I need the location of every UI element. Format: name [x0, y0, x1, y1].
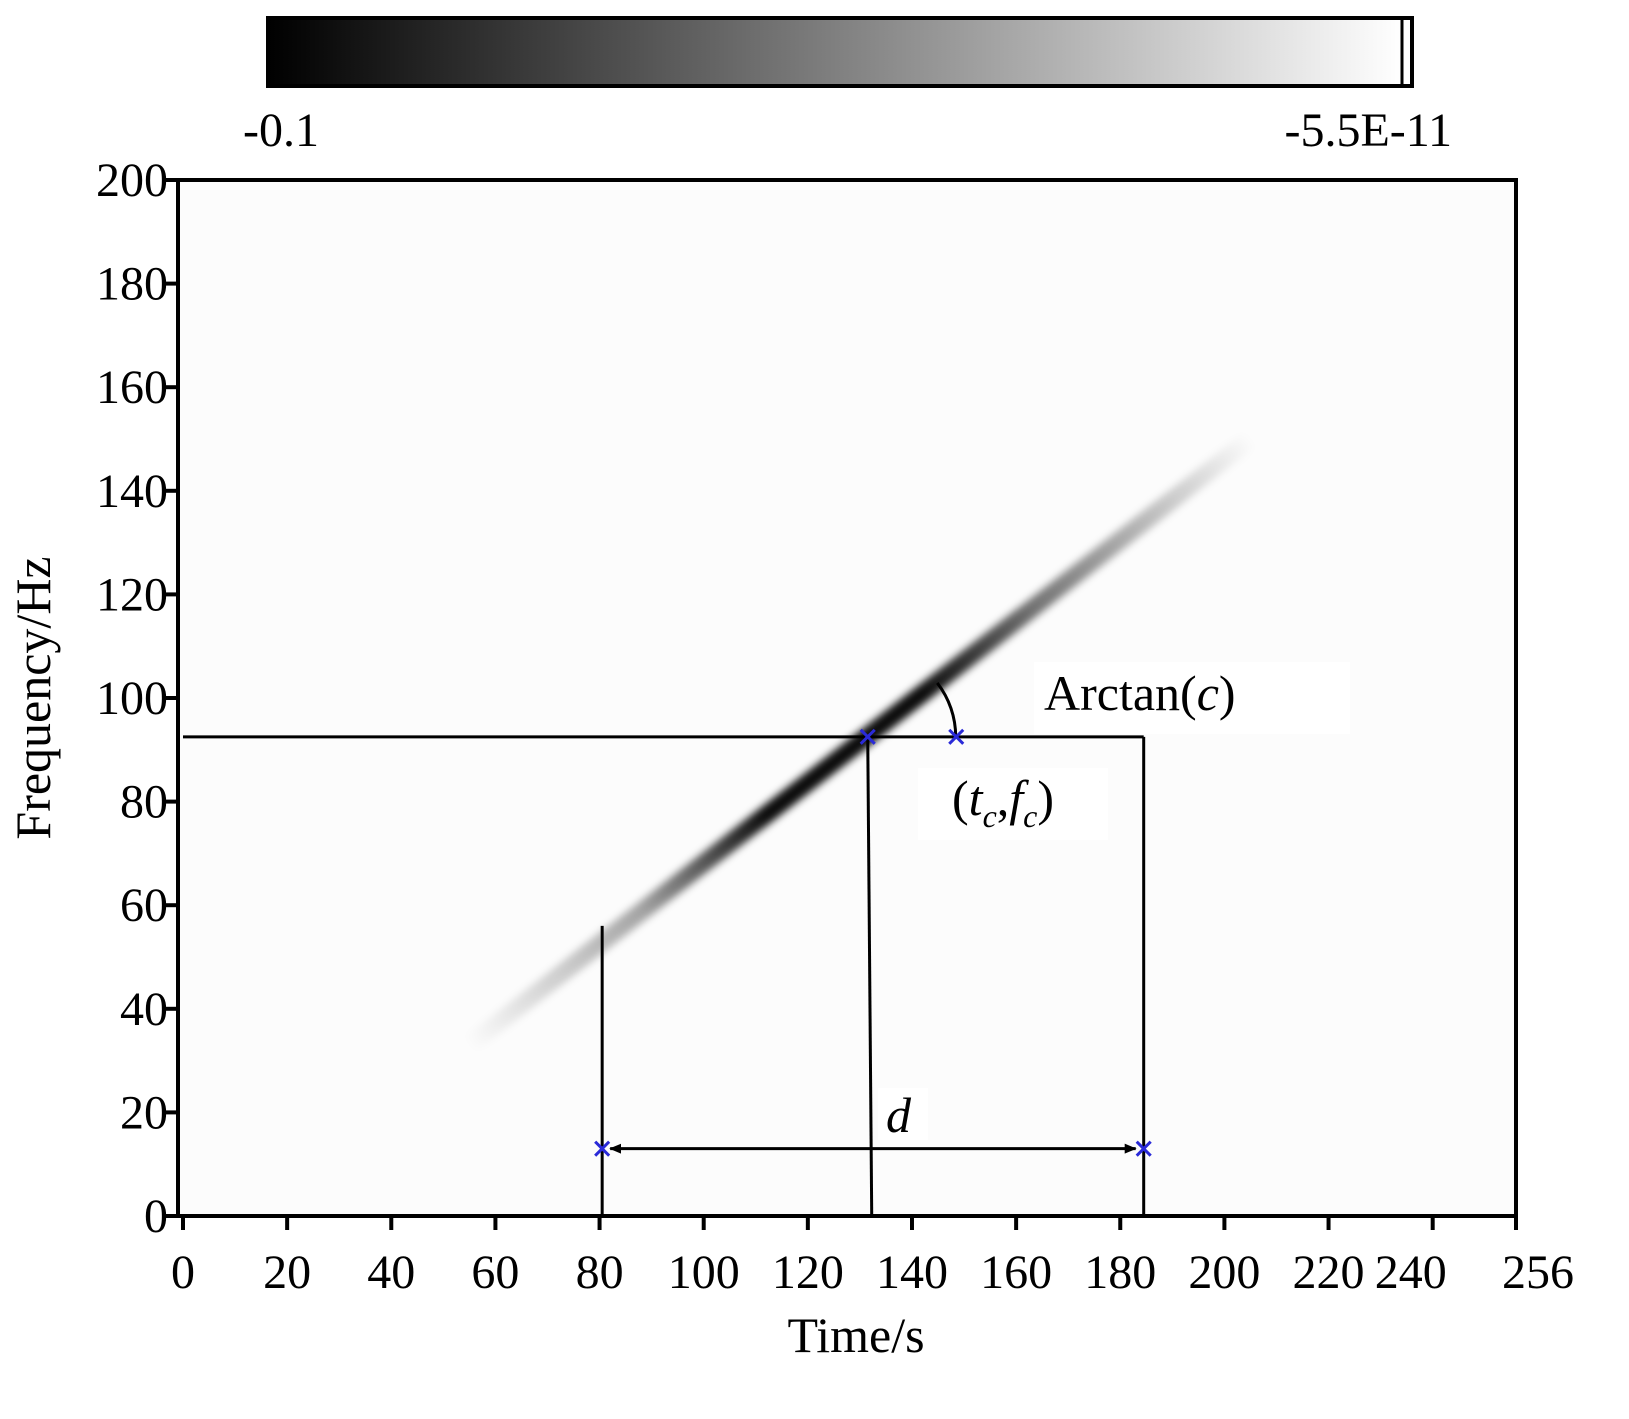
x-tick-label: 240	[1375, 1246, 1447, 1299]
y-tick-label: 140	[96, 465, 168, 518]
angle-label-var: c	[1197, 665, 1219, 721]
point-label-t: t	[969, 770, 984, 826]
x-tick-label: 80	[576, 1246, 624, 1299]
markers-layer	[594, 728, 1152, 1157]
point-marker	[1135, 1140, 1152, 1157]
y-axis: 0 20 40 60 80 100 120 140 160 180 200	[96, 154, 180, 1243]
point-marker	[948, 728, 965, 745]
colorbar-min-label: -0.1	[243, 104, 319, 157]
point-label-comma: ,	[997, 770, 1010, 826]
point-label-sub2: c	[1023, 798, 1037, 834]
y-tick-label: 120	[96, 568, 168, 621]
angle-label-suffix: )	[1219, 665, 1236, 721]
x-tick-label: 220	[1293, 1246, 1365, 1299]
x-axis: 0 20 40 60 80 100 120 140 160 180 200 220 240 256	[171, 1216, 1574, 1299]
point-label-bg	[918, 768, 1108, 840]
angle-label: Arctan(c)	[1044, 665, 1236, 721]
y-tick-label: 200	[96, 154, 168, 207]
distance-label-bg	[878, 1088, 928, 1140]
x-tick-label: 200	[1188, 1246, 1260, 1299]
point-marker	[594, 1140, 611, 1157]
point-label-open: (	[952, 770, 969, 826]
point-label: (tc,fc)	[952, 770, 1054, 834]
x-tick-label: 120	[772, 1246, 844, 1299]
x-tick-label: 256	[1502, 1246, 1574, 1299]
y-tick-label: 40	[120, 983, 168, 1036]
y-tick-label: 180	[96, 258, 168, 311]
guide-vertical-center	[866, 736, 874, 1217]
angle-label-bg	[1034, 662, 1350, 734]
y-tick-label: 80	[120, 776, 168, 829]
x-tick-label: 100	[668, 1246, 740, 1299]
point-marker	[859, 728, 876, 745]
point-label-close: )	[1037, 770, 1054, 826]
point-label-sub1: c	[983, 798, 997, 834]
y-axis-title: Frequency/Hz	[5, 556, 61, 839]
y-tick-label: 60	[120, 879, 168, 932]
x-tick-label: 40	[367, 1246, 415, 1299]
distance-label: d	[886, 1087, 912, 1143]
angle-label-prefix: Arctan(	[1044, 665, 1197, 721]
y-tick-label: 160	[96, 361, 168, 414]
x-tick-label: 60	[471, 1246, 519, 1299]
x-tick-label: 0	[171, 1246, 195, 1299]
chirp-layer	[460, 430, 1260, 1055]
y-tick-label: 100	[96, 672, 168, 725]
x-axis-title: Time/s	[787, 1307, 924, 1363]
guides-layer	[183, 681, 1146, 1217]
colorbar	[268, 18, 1402, 86]
x-tick-label: 140	[876, 1246, 948, 1299]
chirp-streak	[460, 430, 1260, 1055]
x-tick-label: 180	[1084, 1246, 1156, 1299]
colorbar-max-label: -5.5E-11	[1284, 104, 1452, 157]
x-tick-label: 160	[980, 1246, 1052, 1299]
colorbar-frame	[266, 16, 1414, 88]
y-tick-label: 0	[144, 1190, 168, 1243]
y-tick-label: 20	[120, 1086, 168, 1139]
angle-arc	[936, 681, 958, 737]
x-tick-label: 20	[263, 1246, 311, 1299]
